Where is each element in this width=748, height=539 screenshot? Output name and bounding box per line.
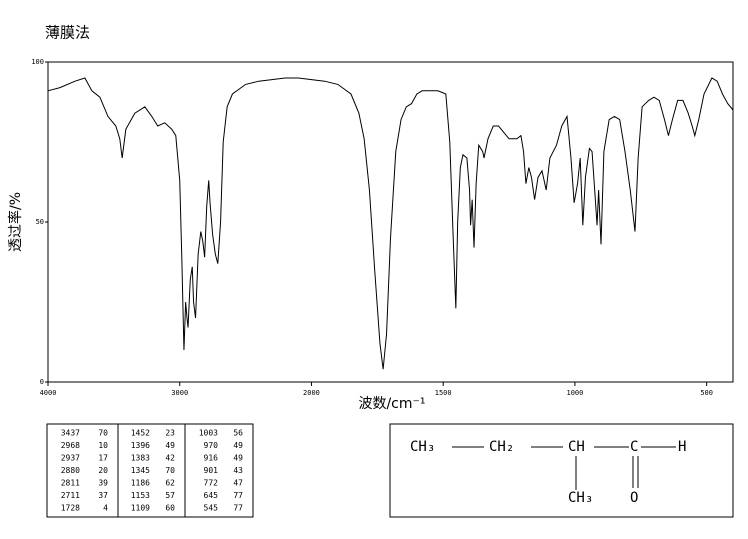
- transmittance-cell: 49: [233, 454, 243, 463]
- spectrum-line: [47, 77, 734, 370]
- transmittance-cell: 57: [165, 491, 175, 500]
- wavenumber-cell: 2811: [61, 479, 80, 488]
- x-tick-label: 3000: [171, 389, 188, 397]
- chart-title: 薄膜法: [45, 24, 90, 42]
- transmittance-cell: 60: [165, 504, 175, 513]
- wavenumber-cell: 1003: [199, 429, 218, 438]
- y-tick-label: 0: [40, 378, 44, 386]
- transmittance-cell: 23: [165, 429, 175, 438]
- transmittance-cell: 43: [233, 466, 243, 475]
- y-tick-label: 100: [31, 58, 44, 66]
- structure-frame: [389, 423, 734, 518]
- peak-table: 3437 70 1452 23 1003 56 2968 10 1396 49 970 49 2937 1…: [61, 429, 243, 513]
- transmittance-cell: 42: [165, 454, 175, 463]
- atom: CH: [568, 439, 585, 455]
- y-tick-label: 50: [36, 218, 44, 226]
- wavenumber-cell: 2968: [61, 441, 80, 450]
- atom: H: [678, 439, 686, 455]
- structure: CH₃ CH₂ CH C H CH₃ O: [410, 439, 686, 506]
- transmittance-cell: 17: [98, 454, 108, 463]
- x-tick-label: 1000: [566, 389, 583, 397]
- wavenumber-cell: 772: [204, 479, 219, 488]
- transmittance-cell: 49: [165, 441, 175, 450]
- peak-table-frame: [46, 423, 254, 518]
- x-axis-label: 波数/cm⁻¹: [358, 396, 425, 412]
- wavenumber-cell: 545: [204, 504, 219, 513]
- transmittance-cell: 10: [98, 441, 108, 450]
- transmittance-cell: 49: [233, 441, 243, 450]
- plot-frame: [47, 61, 734, 383]
- transmittance-cell: 70: [98, 429, 108, 438]
- transmittance-cell: 37: [98, 491, 108, 500]
- wavenumber-cell: 645: [204, 491, 219, 500]
- x-tick-label: 2000: [303, 389, 320, 397]
- wavenumber-cell: 1728: [61, 504, 80, 513]
- wavenumber-cell: 2937: [61, 454, 80, 463]
- wavenumber-cell: 1109: [131, 504, 150, 513]
- wavenumber-cell: 916: [204, 454, 219, 463]
- atom: C: [630, 439, 638, 455]
- atom: O: [630, 490, 638, 506]
- wavenumber-cell: 1186: [131, 479, 150, 488]
- transmittance-cell: 47: [233, 479, 243, 488]
- wavenumber-cell: 2711: [61, 491, 80, 500]
- transmittance-cell: 77: [233, 491, 243, 500]
- transmittance-cell: 4: [103, 504, 108, 513]
- atom: CH₂: [489, 439, 514, 455]
- transmittance-cell: 39: [98, 479, 108, 488]
- wavenumber-cell: 3437: [61, 429, 80, 438]
- atom: CH₃: [568, 490, 593, 506]
- wavenumber-cell: 1153: [131, 491, 150, 500]
- transmittance-cell: 20: [98, 466, 108, 475]
- transmittance-cell: 56: [233, 429, 243, 438]
- wavenumber-cell: 1345: [131, 466, 150, 475]
- x-tick-label: 4000: [40, 389, 57, 397]
- transmittance-cell: 62: [165, 479, 175, 488]
- wavenumber-cell: 1452: [131, 429, 150, 438]
- y-axis-label: 透过率/%: [7, 192, 24, 252]
- atom: CH₃: [410, 439, 435, 455]
- transmittance-cell: 70: [165, 466, 175, 475]
- wavenumber-cell: 970: [204, 441, 219, 450]
- wavenumber-cell: 901: [204, 466, 219, 475]
- x-tick-label: 500: [700, 389, 713, 397]
- transmittance-cell: 77: [233, 504, 243, 513]
- wavenumber-cell: 2880: [61, 466, 80, 475]
- wavenumber-cell: 1383: [131, 454, 150, 463]
- x-tick-label: 1500: [435, 389, 452, 397]
- wavenumber-cell: 1396: [131, 441, 150, 450]
